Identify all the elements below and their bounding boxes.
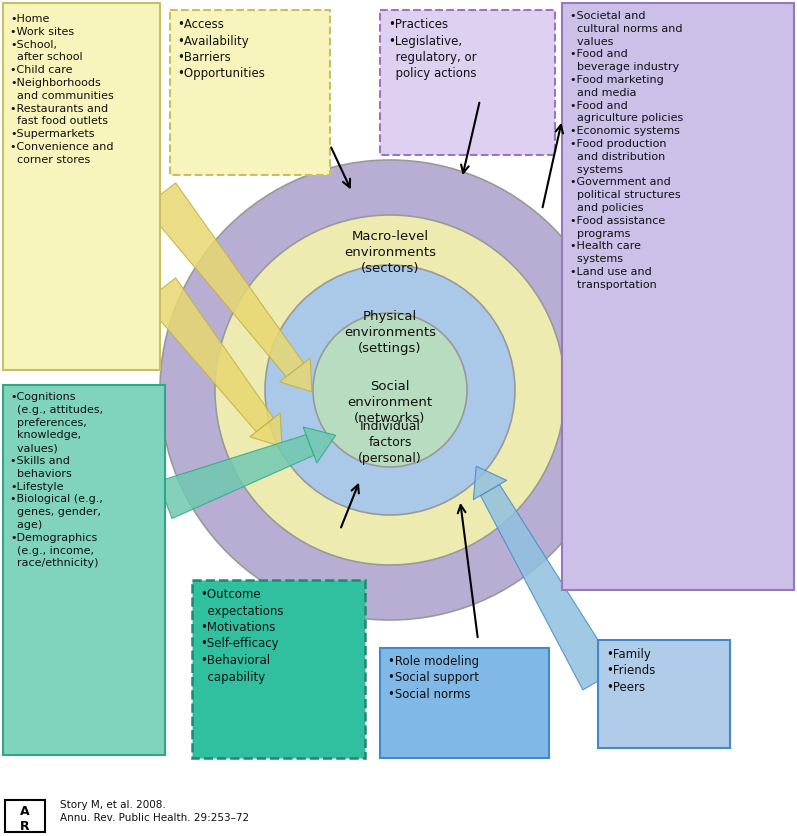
FancyBboxPatch shape	[3, 385, 165, 755]
Polygon shape	[158, 435, 314, 518]
Text: Macro-level
environments
(sectors): Macro-level environments (sectors)	[344, 230, 436, 275]
Text: •Cognitions
  (e.g., attitudes,
  preferences,
  knowledge,
  values)
•Skills an: •Cognitions (e.g., attitudes, preference…	[10, 392, 103, 568]
Polygon shape	[303, 427, 336, 463]
Text: Individual
factors
(personal): Individual factors (personal)	[358, 420, 422, 465]
FancyBboxPatch shape	[562, 3, 794, 590]
Polygon shape	[481, 485, 617, 690]
Polygon shape	[144, 278, 273, 431]
FancyBboxPatch shape	[192, 580, 365, 758]
Text: Social
environment
(networks): Social environment (networks)	[347, 380, 433, 425]
Polygon shape	[280, 359, 312, 392]
Text: Story M, et al. 2008.
Annu. Rev. Public Health. 29:253–72: Story M, et al. 2008. Annu. Rev. Public …	[60, 800, 249, 823]
Polygon shape	[473, 466, 507, 500]
Polygon shape	[144, 183, 304, 377]
Circle shape	[215, 215, 565, 565]
Circle shape	[265, 265, 515, 515]
Text: •Societal and
  cultural norms and
  values
•Food and
  beverage industry
•Food : •Societal and cultural norms and values …	[570, 11, 683, 290]
Text: •Practices
•Legislative,
  regulatory, or
  policy actions: •Practices •Legislative, regulatory, or …	[388, 18, 477, 80]
FancyBboxPatch shape	[170, 10, 330, 175]
FancyBboxPatch shape	[3, 3, 160, 370]
Text: •Outcome
  expectations
•Motivations
•Self-efficacy
•Behavioral
  capability: •Outcome expectations •Motivations •Self…	[200, 588, 284, 684]
FancyBboxPatch shape	[598, 640, 730, 748]
FancyBboxPatch shape	[380, 648, 549, 758]
Text: •Home
•Work sites
•School,
  after school
•Child care
•Neighborhoods
  and commu: •Home •Work sites •School, after school …	[10, 14, 114, 165]
Text: •Access
•Availability
•Barriers
•Opportunities: •Access •Availability •Barriers •Opportu…	[177, 18, 265, 80]
Text: A: A	[20, 805, 29, 818]
Circle shape	[160, 160, 620, 620]
Circle shape	[313, 313, 467, 467]
Polygon shape	[249, 413, 282, 446]
Text: •Role modeling
•Social support
•Social norms: •Role modeling •Social support •Social n…	[388, 655, 479, 701]
Text: R: R	[20, 820, 29, 833]
Text: •Family
•Friends
•Peers: •Family •Friends •Peers	[606, 648, 655, 694]
Text: Physical
environments
(settings): Physical environments (settings)	[344, 310, 436, 355]
FancyBboxPatch shape	[5, 800, 45, 832]
FancyBboxPatch shape	[380, 10, 555, 155]
